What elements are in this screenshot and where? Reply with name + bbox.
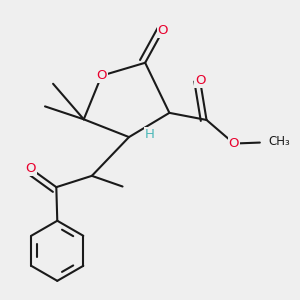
Text: CH₃: CH₃ — [268, 135, 290, 148]
Text: O: O — [158, 24, 168, 37]
Text: O: O — [229, 137, 239, 150]
Text: O: O — [25, 162, 36, 175]
Text: H: H — [145, 128, 155, 141]
Text: O: O — [96, 69, 107, 82]
Text: O: O — [195, 74, 205, 87]
